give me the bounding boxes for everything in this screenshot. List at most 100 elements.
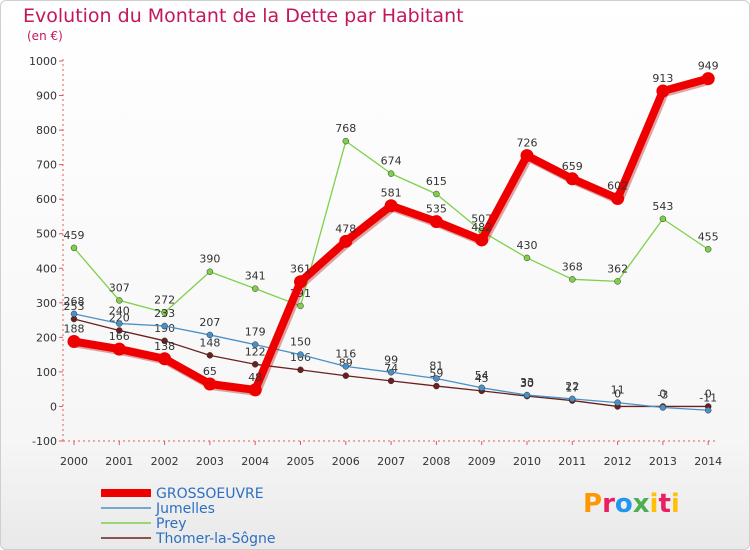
x-tick-label: 2004	[241, 455, 269, 468]
y-tick-label: 400	[36, 262, 57, 275]
data-point	[478, 384, 485, 392]
x-tick-label: 2002	[151, 455, 179, 468]
data-label: 362	[607, 262, 628, 275]
data-label: 17	[565, 382, 579, 395]
data-point	[523, 254, 531, 262]
data-label: 233	[154, 307, 175, 320]
data-point	[342, 372, 350, 379]
data-point	[294, 275, 307, 289]
data-label: -3	[657, 388, 668, 401]
data-point	[704, 246, 712, 253]
data-label: 122	[245, 345, 266, 358]
data-point	[206, 352, 214, 359]
data-label: 455	[698, 230, 719, 243]
y-tick-label: -100	[32, 435, 57, 448]
data-point	[614, 399, 621, 406]
data-label: 726	[517, 137, 538, 150]
data-label: 116	[335, 347, 356, 360]
data-point	[342, 137, 350, 145]
x-tick-label: 2011	[558, 455, 586, 468]
data-point	[565, 172, 579, 186]
data-point	[704, 407, 712, 414]
data-label: 148	[199, 336, 220, 349]
data-point	[67, 335, 81, 349]
data-point	[297, 302, 304, 310]
y-tick-label: 700	[36, 159, 57, 172]
data-label: 30	[520, 377, 534, 390]
data-label: 341	[245, 270, 266, 283]
legend-label: Jumelles	[155, 501, 215, 517]
data-point	[656, 84, 670, 98]
data-point	[475, 233, 489, 247]
data-label: 913	[652, 72, 673, 85]
data-point	[203, 377, 217, 391]
data-point	[614, 278, 621, 285]
x-tick-label: 2008	[422, 455, 450, 468]
data-point	[248, 383, 262, 397]
data-point	[116, 320, 123, 327]
chart-unit: (en €)	[27, 29, 63, 43]
data-label: 0	[614, 387, 621, 400]
y-tick-label: 200	[36, 331, 57, 344]
data-label: 0	[705, 387, 712, 400]
x-tick-label: 2003	[196, 455, 224, 468]
data-point	[70, 310, 78, 318]
y-tick-label: 0	[50, 400, 57, 413]
data-label: 48	[248, 371, 262, 384]
data-label: 949	[698, 60, 719, 73]
data-point	[251, 341, 259, 348]
data-label: 138	[154, 340, 175, 353]
legend-label: GROSSOEUVRE	[156, 486, 264, 502]
y-tick-label: 500	[36, 228, 57, 241]
data-point	[429, 215, 443, 229]
y-tick-label: 1000	[29, 55, 57, 68]
y-tick-label: 300	[36, 297, 57, 310]
data-label: 581	[381, 187, 402, 200]
data-point	[611, 191, 625, 205]
data-point	[339, 234, 353, 248]
data-point	[297, 366, 304, 374]
data-point	[569, 395, 576, 403]
data-label: 54	[475, 369, 489, 382]
chart-title: Evolution du Montant de la Dette par Hab…	[23, 5, 464, 27]
data-point	[251, 285, 259, 292]
data-point	[116, 327, 123, 334]
data-label: 188	[64, 323, 85, 336]
data-point	[387, 377, 395, 385]
data-label: 674	[381, 155, 402, 168]
data-label: 390	[199, 253, 220, 266]
data-label: 253	[64, 300, 85, 313]
data-label: 768	[335, 122, 356, 135]
x-tick-label: 2007	[377, 455, 405, 468]
data-label: 207	[199, 316, 220, 329]
data-point	[433, 382, 440, 390]
data-label: 0	[659, 387, 666, 400]
data-point	[206, 268, 214, 275]
data-label: 482	[471, 221, 492, 234]
data-point	[387, 369, 395, 376]
data-point	[569, 276, 576, 283]
data-label: 11	[611, 384, 625, 397]
proxiti-logo: Proxiti	[583, 489, 680, 519]
x-tick-label: 2005	[287, 455, 315, 468]
data-label: 602	[607, 179, 628, 192]
y-tick-label: 100	[36, 366, 57, 379]
data-point	[659, 215, 667, 223]
data-point	[342, 363, 350, 370]
data-label: 33	[520, 376, 534, 389]
data-label: 179	[245, 326, 266, 339]
data-point	[161, 337, 168, 345]
data-label: -11	[699, 391, 717, 404]
data-label: 81	[429, 359, 443, 372]
data-point	[251, 361, 259, 368]
data-label: 150	[290, 336, 311, 349]
data-point	[520, 149, 534, 163]
x-tick-label: 2006	[332, 455, 360, 468]
data-point	[387, 170, 395, 177]
data-point	[433, 375, 440, 382]
x-tick-label: 2009	[468, 455, 496, 468]
x-tick-label: 2014	[694, 455, 722, 468]
data-label: 535	[426, 203, 447, 216]
data-point	[701, 72, 715, 86]
